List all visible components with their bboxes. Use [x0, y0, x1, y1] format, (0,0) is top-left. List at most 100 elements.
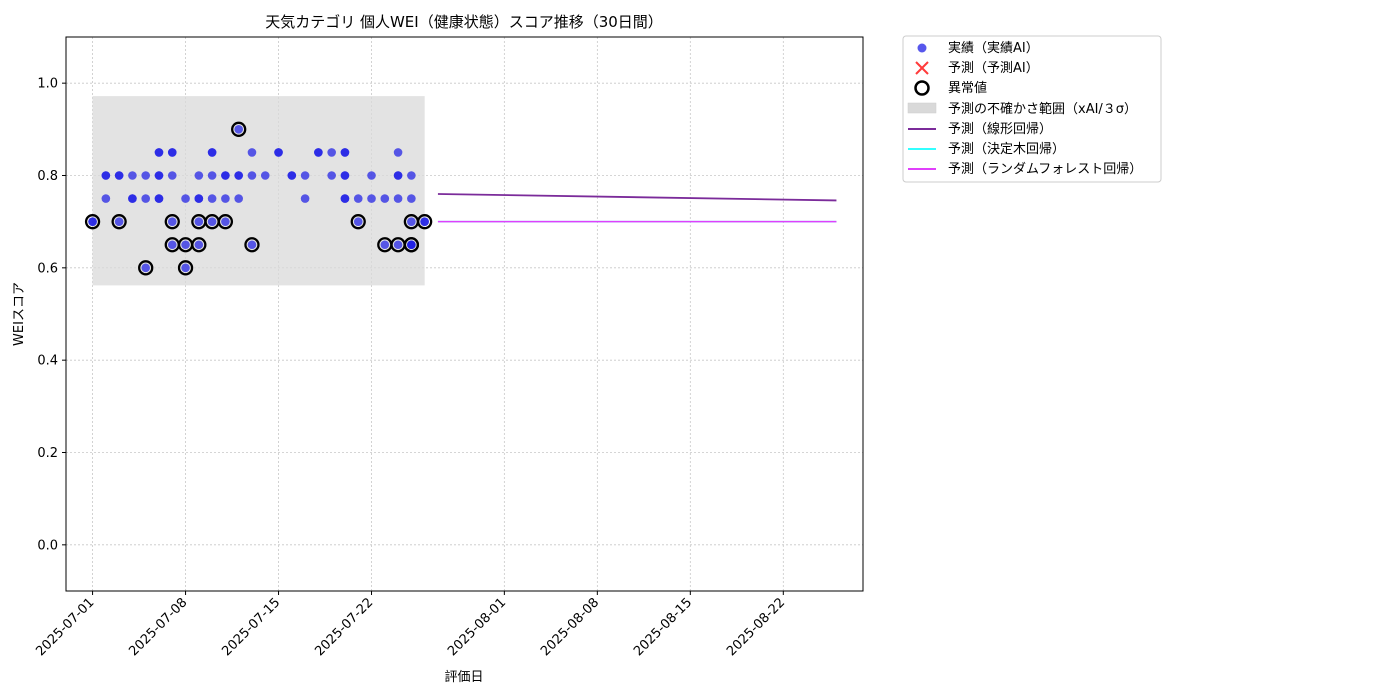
anomaly-ring: [403, 237, 420, 253]
actual-point: [247, 240, 257, 250]
actual-point: [207, 171, 217, 180]
legend-anomaly-marker: [914, 80, 930, 96]
actual-point: [141, 171, 150, 180]
actual-point: [154, 171, 164, 180]
x-axis-label: 評価日: [444, 670, 483, 685]
uncertainty-band: [92, 96, 425, 286]
y-tick-label: 0.6: [37, 261, 58, 276]
legend-actual-marker: [917, 43, 927, 53]
actual-point: [234, 125, 243, 134]
actual-points-layer: [88, 125, 429, 273]
legend-actual-label: 実績（実績AI）: [948, 40, 1039, 56]
y-tick-label: 0.4: [37, 354, 58, 369]
anomaly-ring: [84, 214, 101, 230]
actual-point: [260, 171, 270, 180]
actual-point: [234, 194, 243, 203]
actual-point: [167, 148, 177, 157]
actual-point: [353, 194, 363, 203]
plot-frame: [65, 36, 864, 592]
actual-point: [407, 240, 416, 250]
actual-point: [181, 240, 190, 250]
legend: 実績（実績AI） 予測（予測AI） 異常値 予測の不確かさ範囲（xAI/３σ） …: [902, 35, 1162, 183]
actual-point: [274, 148, 283, 157]
actual-point: [327, 171, 336, 180]
actual-point: [101, 194, 111, 203]
actual-point: [327, 148, 336, 157]
legend-tree-label: 予測（決定木回帰）: [948, 141, 1065, 157]
actual-point: [207, 217, 217, 226]
linear-regression-line: [437, 193, 837, 202]
prediction-lines-layer: [437, 193, 837, 223]
uncertainty-band-layer: [92, 96, 425, 286]
actual-point: [181, 194, 190, 203]
actual-point: [221, 217, 230, 226]
actual-point: [367, 194, 376, 203]
actual-point: [181, 263, 190, 273]
actual-point: [287, 171, 297, 180]
actual-point: [88, 217, 97, 226]
anomaly-ring: [164, 214, 180, 230]
anomaly-ring: [350, 214, 366, 230]
actual-point: [207, 194, 217, 203]
chart-title: 天気カテゴリ 個人WEI（健康状態）スコア推移（30日間）: [265, 13, 663, 31]
actual-point: [407, 194, 416, 203]
actual-point: [340, 194, 350, 203]
y-tick-label: 0.2: [37, 446, 58, 461]
actual-point: [340, 148, 350, 157]
actual-point: [194, 240, 204, 250]
actual-point: [353, 217, 363, 226]
anomaly-ring: [231, 121, 247, 137]
y-axis-label: WEIスコア: [12, 282, 27, 346]
actual-point: [114, 171, 124, 180]
y-tick-label: 0.0: [37, 538, 58, 553]
actual-point: [247, 148, 257, 157]
actual-point: [380, 194, 390, 203]
actual-point: [393, 171, 403, 180]
actual-point: [167, 240, 177, 250]
actual-point: [154, 148, 164, 157]
legend-linear-label: 予測（線形回帰）: [948, 121, 1052, 137]
actual-point: [300, 194, 310, 203]
actual-point: [393, 148, 403, 157]
actual-point: [221, 194, 230, 203]
legend-anomaly-label: 異常値: [948, 80, 987, 96]
actual-point: [194, 194, 204, 203]
actual-point: [300, 171, 310, 180]
legend-forest-label: 予測（ランダムフォレスト回帰）: [948, 161, 1142, 177]
actual-point: [393, 194, 403, 203]
legend-predicted-label: 予測（予測AI）: [948, 61, 1039, 76]
actual-point: [221, 171, 230, 180]
actual-point: [114, 217, 124, 226]
actual-point: [154, 194, 164, 203]
actual-point: [194, 217, 204, 226]
anomaly-ring: [416, 214, 433, 230]
y-axis-ticks: 0.0 0.2 0.4 0.6 0.8 1.0: [37, 77, 66, 553]
actual-point: [101, 171, 111, 180]
anomaly-ring: [111, 214, 127, 230]
actual-point: [314, 148, 323, 157]
legend-band-label: 予測の不確かさ範囲（xAI/３σ）: [948, 101, 1137, 117]
anomaly-ring: [244, 237, 260, 253]
actual-point: [207, 148, 217, 157]
actual-point: [247, 171, 257, 180]
actual-point: [407, 217, 416, 226]
legend-band-marker: [907, 102, 937, 114]
legend-box: [902, 35, 1162, 183]
y-tick-label: 1.0: [37, 77, 58, 92]
actual-point: [234, 171, 243, 180]
actual-point: [393, 240, 403, 250]
legend-predicted-marker: [915, 61, 929, 75]
actual-point: [167, 171, 177, 180]
actual-point: [128, 194, 137, 203]
anomaly-ring: [217, 214, 234, 230]
actual-point: [367, 171, 376, 180]
actual-point: [380, 240, 390, 250]
actual-point: [340, 171, 350, 180]
actual-point: [407, 171, 416, 180]
anomaly-ring: [138, 260, 154, 276]
actual-point: [141, 194, 150, 203]
actual-point: [194, 171, 204, 180]
y-tick-label: 0.8: [37, 169, 58, 184]
actual-point: [141, 263, 150, 273]
